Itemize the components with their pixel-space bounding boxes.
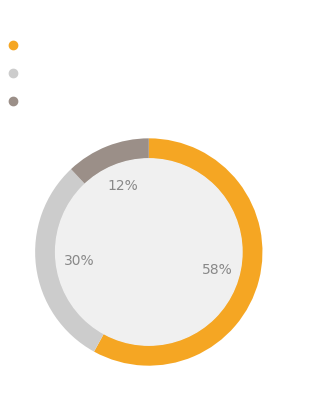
- Wedge shape: [94, 138, 263, 366]
- Circle shape: [55, 159, 242, 345]
- Text: 12%: 12%: [108, 180, 138, 194]
- Text: Revenues by Region: Revenues by Region: [13, 14, 187, 28]
- Text: 30%: 30%: [64, 254, 94, 268]
- Text: Europe, Middle East and Africa: Europe, Middle East and Africa: [27, 66, 208, 79]
- Wedge shape: [71, 138, 149, 184]
- Text: Asia: Asia: [27, 94, 52, 107]
- Text: 58%: 58%: [202, 262, 232, 276]
- Wedge shape: [35, 169, 104, 352]
- Text: Americas: Americas: [27, 38, 82, 51]
